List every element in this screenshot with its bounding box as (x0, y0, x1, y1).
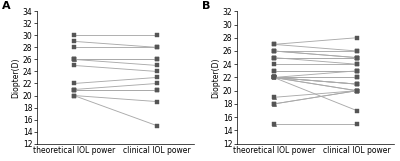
Text: A: A (2, 1, 10, 11)
Y-axis label: Diopter(D): Diopter(D) (211, 57, 220, 98)
Text: B: B (202, 1, 210, 11)
Y-axis label: Diopter(D): Diopter(D) (11, 57, 20, 98)
